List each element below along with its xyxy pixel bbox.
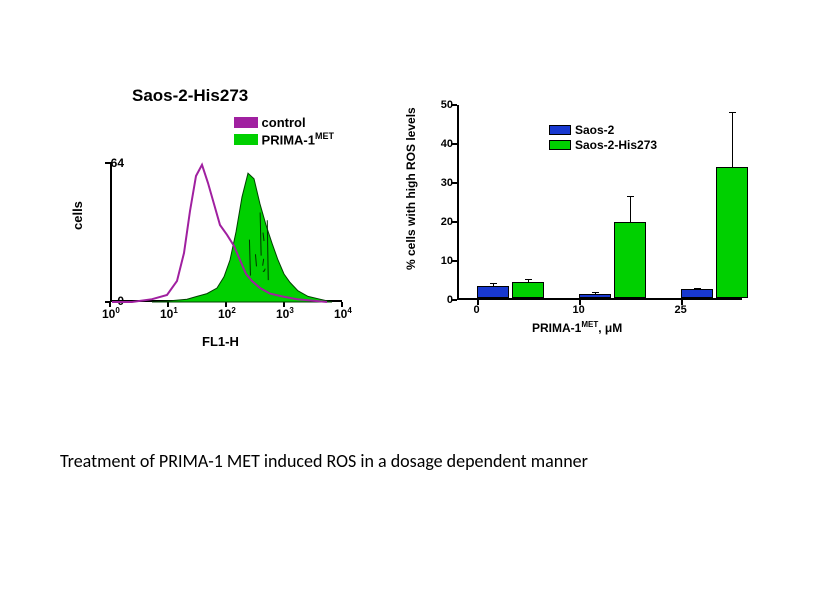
bar-saos2 <box>579 294 611 298</box>
x-tick: 103 <box>276 306 294 321</box>
legend-label: PRIMA-1MET <box>262 131 334 147</box>
y-axis-label: cells <box>70 201 85 230</box>
legend-swatch-saos2his <box>549 140 571 150</box>
x-tick: 102 <box>218 306 236 321</box>
plot-area-left <box>110 162 342 302</box>
histogram-svg <box>112 162 344 302</box>
y-tick: 10 <box>435 255 453 267</box>
bar-saos2 <box>681 289 713 298</box>
legend-label: Saos-2-His273 <box>575 138 657 152</box>
legend-swatch-saos2 <box>549 125 571 135</box>
x-axis-label: FL1-H <box>202 334 239 349</box>
plot-area-right: Saos-2 Saos-2-His273 <box>457 105 742 300</box>
y-tick: 40 <box>435 138 453 150</box>
x-tick: 10 <box>573 304 585 316</box>
y-tick: 50 <box>435 99 453 111</box>
bar-saos2his273 <box>716 167 748 298</box>
x-tick: 104 <box>334 306 352 321</box>
x-tick: 101 <box>160 306 178 321</box>
legend-swatch-control <box>234 117 258 128</box>
bar-saos2 <box>477 286 509 298</box>
legend-row: Saos-2 <box>549 123 657 137</box>
bar-saos2his273 <box>512 282 544 298</box>
legend-right: Saos-2 Saos-2-His273 <box>549 123 657 153</box>
legend-row: control <box>234 115 334 130</box>
y-tick: 20 <box>435 216 453 228</box>
panel-title-left: Saos-2-His273 <box>132 86 248 106</box>
figure-caption: Treatment of PRIMA-1 MET induced ROS in … <box>60 450 588 472</box>
histogram-panel: Saos-2-His273 control PRIMA-1MET cells F… <box>62 90 362 350</box>
legend-label: Saos-2 <box>575 123 614 137</box>
x-tick: 100 <box>102 306 120 321</box>
legend-swatch-prima <box>234 134 258 145</box>
histogram-series-prima <box>152 173 332 302</box>
histogram-series-control <box>112 165 327 302</box>
x-tick: 0 <box>474 304 480 316</box>
y-tick: 30 <box>435 177 453 189</box>
barchart-panel: % cells with high ROS levels PRIMA-1MET,… <box>402 90 752 350</box>
bar-saos2his273 <box>614 222 646 298</box>
y-axis-label: % cells with high ROS levels <box>404 107 418 270</box>
legend-row: Saos-2-His273 <box>549 138 657 152</box>
legend-label: control <box>262 115 306 130</box>
x-axis-label: PRIMA-1MET, μM <box>532 320 622 335</box>
x-tick: 25 <box>675 304 687 316</box>
legend-left: control PRIMA-1MET <box>234 115 334 148</box>
y-tick: 0 <box>435 294 453 306</box>
legend-row: PRIMA-1MET <box>234 131 334 147</box>
figure-container: Saos-2-His273 control PRIMA-1MET cells F… <box>62 90 752 350</box>
